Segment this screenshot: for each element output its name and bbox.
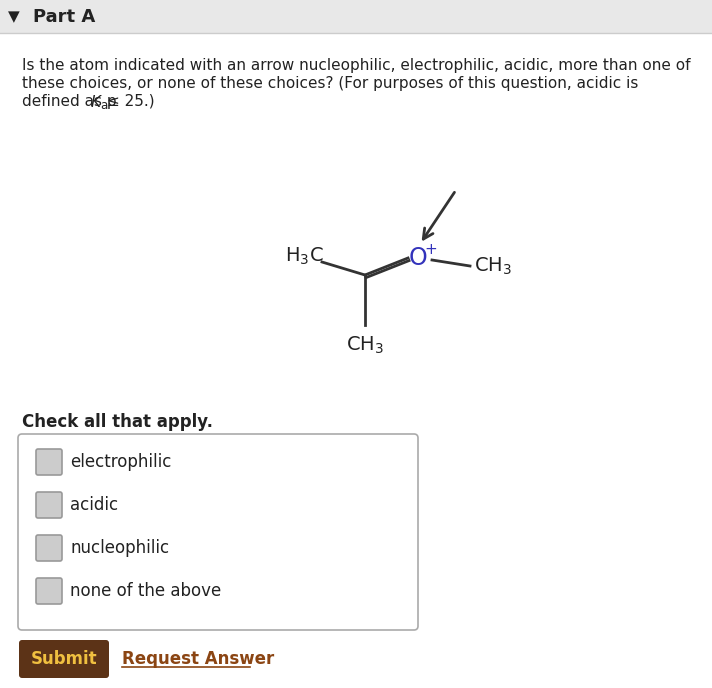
Text: Request Answer: Request Answer bbox=[122, 650, 274, 668]
Text: acidic: acidic bbox=[70, 496, 118, 514]
Text: Part A: Part A bbox=[33, 8, 95, 26]
Text: ≤ 25.): ≤ 25.) bbox=[107, 94, 155, 109]
FancyBboxPatch shape bbox=[36, 492, 62, 518]
Text: none of the above: none of the above bbox=[70, 582, 221, 600]
FancyBboxPatch shape bbox=[36, 578, 62, 604]
Text: CH$_3$: CH$_3$ bbox=[346, 335, 384, 356]
Text: electrophilic: electrophilic bbox=[70, 453, 172, 471]
Text: Submit: Submit bbox=[31, 650, 98, 668]
Text: these choices, or none of these choices? (For purposes of this question, acidic : these choices, or none of these choices?… bbox=[22, 76, 639, 91]
Text: $K$: $K$ bbox=[90, 94, 103, 110]
Text: Is the atom indicated with an arrow nucleophilic, electrophilic, acidic, more th: Is the atom indicated with an arrow nucl… bbox=[22, 58, 691, 73]
Text: ▼: ▼ bbox=[8, 10, 20, 25]
FancyBboxPatch shape bbox=[36, 449, 62, 475]
Text: H$_3$C: H$_3$C bbox=[285, 246, 324, 267]
Text: a: a bbox=[100, 99, 108, 112]
Text: O: O bbox=[409, 246, 427, 270]
FancyBboxPatch shape bbox=[36, 535, 62, 561]
FancyBboxPatch shape bbox=[19, 640, 109, 678]
Text: CH$_3$: CH$_3$ bbox=[474, 255, 512, 277]
Text: defined as p: defined as p bbox=[22, 94, 117, 109]
FancyBboxPatch shape bbox=[0, 33, 712, 688]
FancyBboxPatch shape bbox=[18, 434, 418, 630]
FancyBboxPatch shape bbox=[0, 0, 712, 33]
Text: nucleophilic: nucleophilic bbox=[70, 539, 169, 557]
Text: +: + bbox=[424, 242, 437, 257]
Text: Check all that apply.: Check all that apply. bbox=[22, 413, 213, 431]
